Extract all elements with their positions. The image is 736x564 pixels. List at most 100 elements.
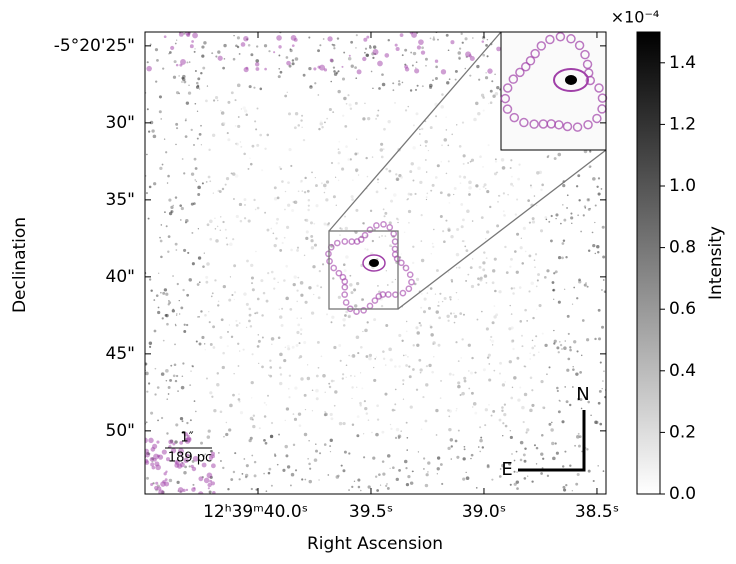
noise-speck [437, 304, 440, 307]
noise-speck [166, 182, 169, 184]
noise-speck [381, 460, 385, 463]
noise-speck [513, 459, 516, 462]
noise-blob [180, 454, 183, 457]
noise-speck [327, 474, 330, 476]
noise-blob [341, 65, 344, 68]
noise-speck [407, 197, 410, 200]
noise-speck [529, 408, 533, 413]
noise-speck [194, 410, 197, 413]
noise-speck [450, 278, 454, 282]
noise-blob [175, 461, 178, 464]
noise-speck [345, 255, 349, 259]
noise-speck [342, 318, 346, 322]
noise-speck [461, 338, 464, 341]
noise-speck [315, 397, 319, 401]
noise-speck [472, 402, 477, 406]
noise-speck [351, 423, 355, 427]
noise-speck [419, 133, 421, 135]
noise-speck [301, 114, 304, 117]
inset-knot [592, 113, 602, 124]
noise-speck [421, 46, 424, 50]
noise-speck [236, 83, 241, 88]
noise-speck [242, 348, 245, 351]
noise-speck [424, 139, 428, 144]
noise-speck [270, 337, 275, 341]
noise-speck [402, 383, 405, 385]
noise-blob [150, 462, 155, 467]
noise-speck [212, 325, 216, 329]
noise-speck [187, 91, 192, 95]
noise-speck [190, 172, 195, 176]
noise-speck [337, 89, 341, 94]
noise-speck [158, 95, 162, 99]
noise-speck [230, 335, 234, 339]
noise-speck [330, 417, 334, 421]
noise-speck [344, 226, 349, 231]
ring-knot [380, 220, 387, 228]
noise-speck [555, 218, 557, 220]
noise-speck [198, 342, 202, 346]
noise-speck [174, 343, 176, 346]
noise-speck [597, 192, 601, 196]
noise-speck [187, 251, 190, 255]
noise-speck [329, 445, 332, 447]
noise-speck [454, 78, 457, 81]
noise-speck [224, 228, 227, 231]
noise-speck [193, 144, 195, 146]
noise-speck [462, 154, 466, 158]
noise-speck [538, 303, 542, 308]
noise-speck [148, 185, 152, 189]
noise-speck [533, 195, 536, 197]
noise-speck [307, 204, 310, 207]
noise-speck [183, 323, 186, 326]
noise-speck [175, 122, 179, 126]
noise-speck [295, 343, 299, 347]
noise-speck [356, 282, 360, 286]
noise-speck [287, 347, 291, 351]
noise-speck [569, 346, 572, 349]
noise-speck [576, 472, 580, 477]
noise-blob [151, 465, 156, 470]
noise-speck [553, 157, 557, 160]
noise-speck [145, 371, 149, 376]
noise-speck [526, 320, 529, 322]
noise-speck [175, 374, 179, 378]
colorbar-tick-label: 0.8 [669, 238, 696, 258]
noise-speck [454, 439, 458, 443]
noise-speck [222, 284, 226, 289]
noise-speck [270, 270, 274, 274]
noise-speck [300, 179, 303, 182]
ring-knot [408, 278, 415, 286]
noise-speck [370, 70, 373, 73]
noise-speck [307, 198, 311, 202]
noise-speck [499, 361, 502, 365]
noise-speck [284, 419, 286, 422]
noise-speck [320, 182, 323, 185]
noise-speck [294, 469, 298, 472]
noise-speck [447, 271, 450, 274]
noise-speck [332, 111, 335, 114]
noise-speck [208, 148, 211, 152]
noise-speck [209, 219, 213, 224]
noise-blob [348, 54, 351, 57]
x-axis-label: Right Ascension [307, 534, 443, 554]
noise-speck [215, 239, 219, 243]
noise-speck [382, 357, 386, 361]
noise-speck [483, 251, 486, 254]
noise-speck [209, 343, 213, 346]
noise-speck [291, 345, 295, 349]
noise-speck [587, 198, 590, 201]
noise-speck [255, 311, 259, 315]
noise-speck [294, 386, 298, 390]
noise-speck [353, 288, 357, 292]
noise-speck [578, 444, 581, 448]
noise-speck [586, 338, 590, 342]
noise-speck [438, 301, 440, 303]
noise-speck [298, 342, 301, 345]
noise-speck [302, 138, 306, 142]
noise-speck [491, 80, 494, 83]
noise-speck [528, 290, 531, 293]
noise-speck [557, 256, 562, 260]
noise-speck [540, 229, 544, 233]
noise-speck [562, 485, 566, 489]
